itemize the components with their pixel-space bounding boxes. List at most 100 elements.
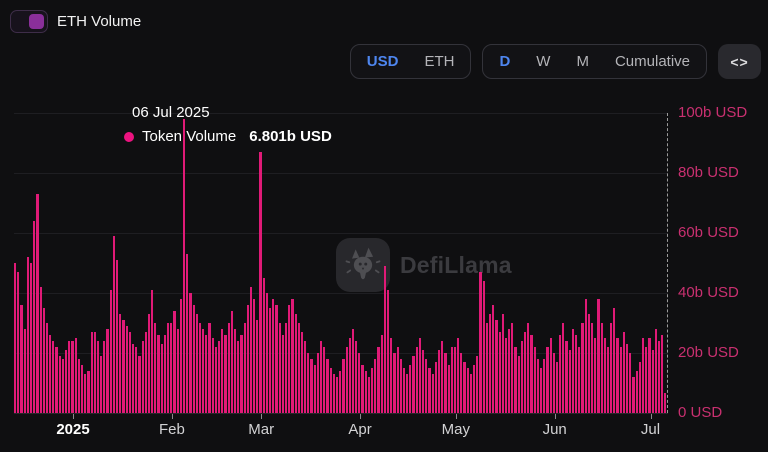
volume-bar[interactable] (265, 293, 268, 413)
volume-bar[interactable] (93, 332, 96, 413)
volume-bar[interactable] (539, 368, 543, 413)
volume-bar[interactable] (552, 353, 555, 413)
volume-bar[interactable] (396, 347, 399, 413)
volume-bar[interactable] (170, 323, 173, 413)
volume-bar[interactable] (603, 338, 606, 413)
interval-option-daily[interactable]: D (499, 53, 511, 70)
volume-bar[interactable] (259, 152, 262, 413)
volume-bar[interactable] (402, 368, 406, 413)
volume-bar[interactable] (186, 254, 189, 413)
volume-bar[interactable] (425, 359, 428, 413)
volume-bar[interactable] (77, 359, 80, 413)
volume-bar[interactable] (87, 371, 90, 413)
volume-bar[interactable] (355, 341, 358, 413)
volume-bar[interactable] (501, 314, 504, 413)
volume-bar[interactable] (641, 338, 645, 413)
volume-bar[interactable] (453, 347, 457, 413)
volume-bar[interactable] (52, 341, 55, 413)
volume-bar[interactable] (520, 341, 523, 413)
volume-bar[interactable] (237, 341, 240, 413)
volume-bar[interactable] (74, 338, 77, 413)
volume-bar[interactable] (587, 314, 590, 413)
volume-bar[interactable] (581, 323, 584, 413)
volume-bar[interactable] (536, 359, 539, 413)
volume-bar[interactable] (657, 341, 661, 413)
volume-bar[interactable] (444, 353, 447, 413)
volume-bar[interactable] (524, 332, 527, 413)
volume-bar[interactable] (422, 350, 425, 413)
volume-bar[interactable] (390, 338, 393, 413)
volume-bar[interactable] (348, 338, 351, 413)
volume-bar[interactable] (179, 299, 182, 413)
volume-bar[interactable] (192, 305, 195, 413)
volume-bar[interactable] (329, 368, 332, 413)
volume-bar[interactable] (635, 371, 638, 413)
volume-bar[interactable] (495, 320, 498, 413)
volume-bar[interactable] (297, 323, 300, 413)
volume-bar[interactable] (575, 335, 578, 413)
volume-bar[interactable] (619, 347, 622, 413)
volume-bar[interactable] (144, 332, 147, 413)
volume-bar[interactable] (530, 335, 533, 413)
volume-bar[interactable] (125, 326, 128, 413)
eth-volume-toggle[interactable] (10, 10, 48, 33)
volume-bar[interactable] (230, 311, 233, 413)
volume-bar[interactable] (504, 338, 508, 413)
volume-bar[interactable] (514, 347, 517, 413)
volume-bar[interactable] (434, 362, 437, 413)
volume-bar[interactable] (39, 287, 42, 413)
volume-bar[interactable] (100, 356, 103, 413)
volume-bar[interactable] (278, 323, 281, 413)
volume-bar[interactable] (272, 299, 275, 413)
volume-bar[interactable] (508, 329, 511, 413)
volume-bar[interactable] (291, 299, 294, 413)
volume-bar[interactable] (71, 341, 74, 413)
interval-option-cumulative[interactable]: Cumulative (614, 53, 690, 70)
volume-bar[interactable] (374, 359, 377, 413)
volume-bar[interactable] (109, 290, 112, 413)
volume-bar[interactable] (224, 335, 227, 413)
volume-bar[interactable] (128, 332, 131, 413)
volume-bar[interactable] (648, 338, 651, 413)
volume-bar[interactable] (584, 299, 587, 413)
volume-bar[interactable] (415, 347, 418, 413)
volume-bar[interactable] (590, 323, 594, 413)
volume-bar[interactable] (221, 329, 224, 413)
volume-bar[interactable] (323, 347, 326, 413)
volume-bar[interactable] (358, 353, 361, 413)
volume-bar[interactable] (116, 260, 119, 413)
volume-bar[interactable] (386, 290, 390, 413)
volume-bar[interactable] (55, 347, 58, 413)
volume-bar[interactable] (205, 335, 208, 413)
volume-bar[interactable] (479, 272, 482, 413)
volume-bar[interactable] (326, 359, 329, 413)
volume-bar[interactable] (17, 272, 20, 413)
volume-bar[interactable] (629, 353, 632, 413)
volume-bar[interactable] (488, 314, 492, 413)
volume-bar[interactable] (482, 281, 485, 413)
volume-bar[interactable] (80, 365, 84, 413)
embed-code-button[interactable]: <> (718, 44, 761, 79)
volume-bar[interactable] (664, 392, 667, 413)
volume-bar[interactable] (527, 323, 530, 413)
volume-bar[interactable] (450, 347, 453, 413)
volume-bar[interactable] (476, 356, 479, 413)
volume-bar[interactable] (160, 344, 163, 413)
volume-bar[interactable] (262, 278, 265, 413)
volume-bar[interactable] (198, 323, 202, 413)
volume-bar[interactable] (14, 263, 17, 413)
volume-bar[interactable] (610, 323, 613, 413)
volume-bar[interactable] (208, 323, 211, 413)
volume-bar[interactable] (383, 266, 386, 413)
volume-bar[interactable] (335, 377, 339, 413)
volume-bar[interactable] (240, 335, 243, 413)
volume-bar[interactable] (351, 329, 355, 413)
volume-bar[interactable] (42, 308, 45, 413)
volume-bar[interactable] (371, 368, 374, 413)
volume-bar[interactable] (233, 329, 237, 413)
volume-bar[interactable] (227, 323, 230, 413)
volume-bar[interactable] (594, 338, 597, 413)
volume-bar[interactable] (555, 362, 559, 413)
volume-bar[interactable] (300, 332, 304, 413)
volume-bar[interactable] (253, 299, 256, 413)
